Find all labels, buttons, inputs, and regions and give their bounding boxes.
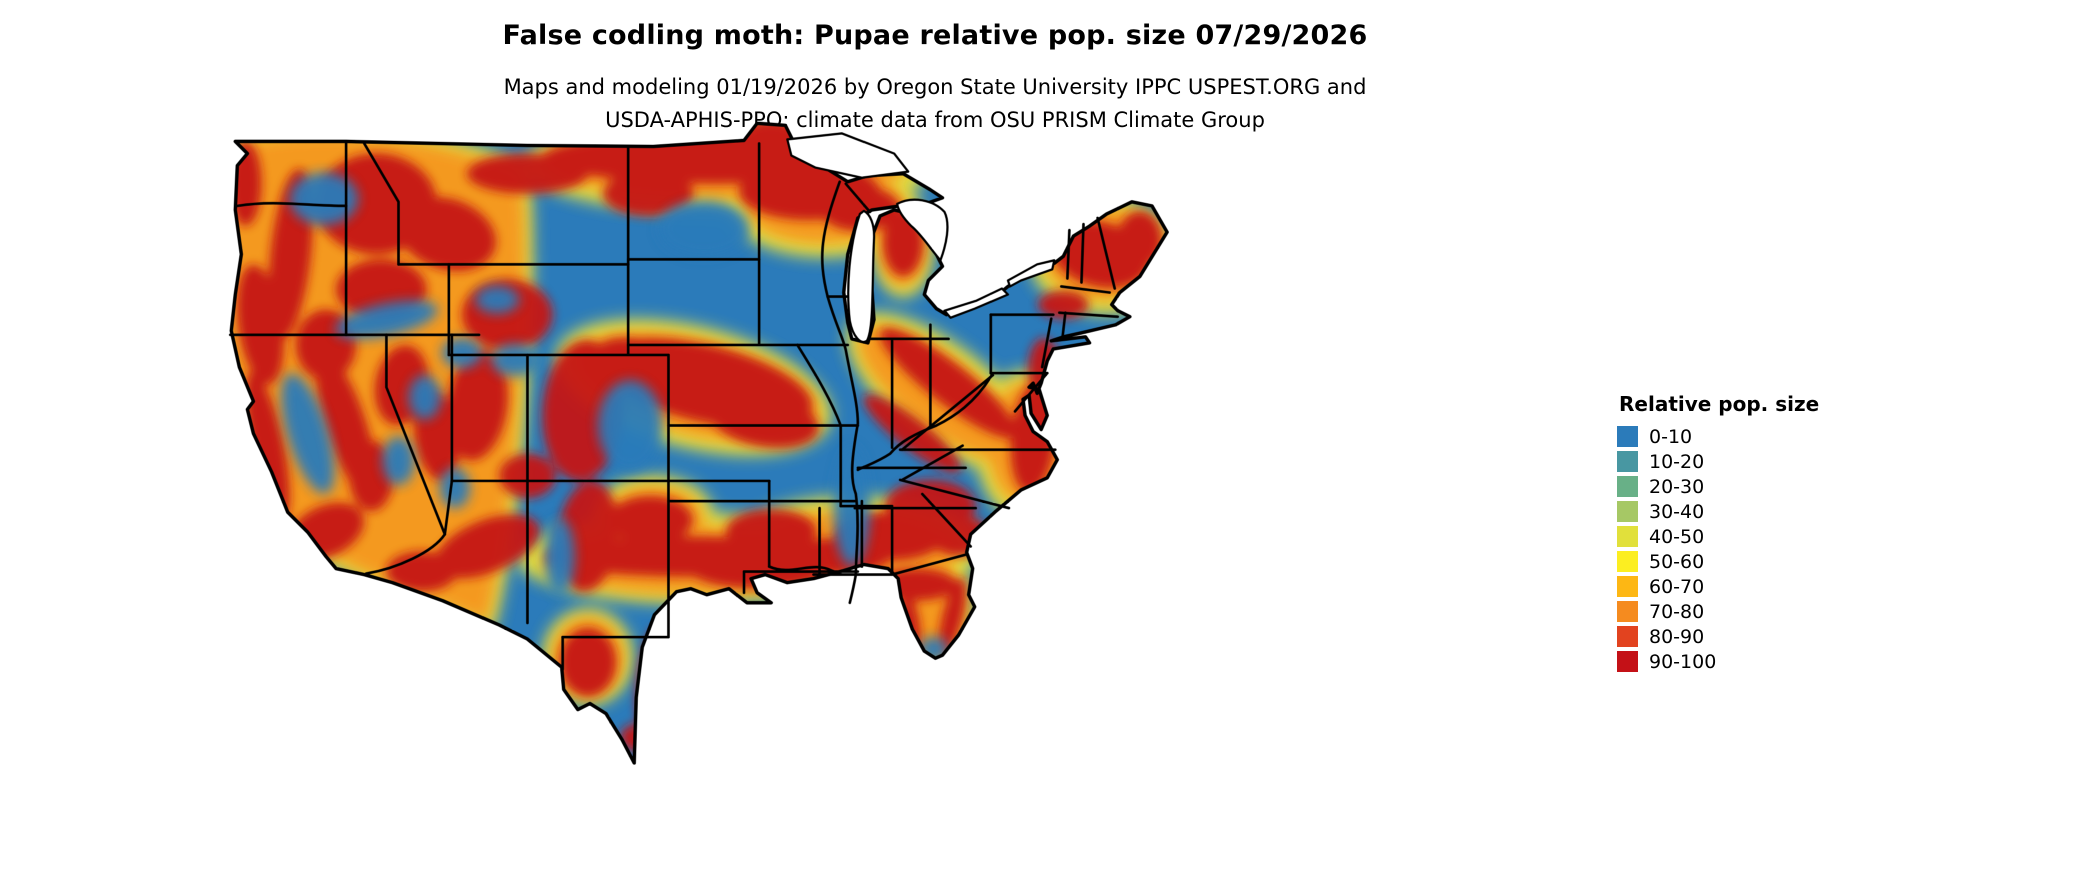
legend-row: 90-100 [1617, 650, 1857, 673]
legend-swatch [1617, 576, 1638, 597]
legend-label: 70-80 [1649, 600, 1705, 623]
map-header: False codling moth: Pupae relative pop. … [0, 20, 1870, 137]
subtitle-line-2: USDA-APHIS-PPQ; climate data from OSU PR… [605, 108, 1265, 132]
legend-swatch [1617, 476, 1638, 497]
state-borders [228, 142, 1120, 671]
legend-row: 60-70 [1617, 575, 1857, 598]
legend-label: 80-90 [1649, 625, 1705, 648]
legend: Relative pop. size 0-10 10-20 20-30 30-40 40… [1617, 392, 1857, 676]
legend-swatch [1617, 451, 1638, 472]
us-heatmap [195, 110, 1565, 882]
legend-label: 20-30 [1649, 475, 1705, 498]
legend-label: 0-10 [1649, 425, 1693, 448]
legend-label: 10-20 [1649, 450, 1705, 473]
legend-row: 20-30 [1617, 475, 1857, 498]
great-lakes [786, 132, 1056, 343]
legend-row: 0-10 [1617, 425, 1857, 448]
lake-ontario [1006, 259, 1056, 288]
legend-label: 60-70 [1649, 575, 1705, 598]
legend-swatch [1617, 501, 1638, 522]
legend-entries: 0-10 10-20 20-30 30-40 40-50 50-60 60-70 70-80 8… [1617, 425, 1857, 673]
lake-superior [786, 132, 910, 179]
legend-label: 40-50 [1649, 525, 1705, 548]
page-title: False codling moth: Pupae relative pop. … [502, 20, 1368, 51]
lake-michigan [847, 209, 876, 343]
legend-swatch [1617, 551, 1638, 572]
legend-row: 70-80 [1617, 600, 1857, 623]
legend-swatch [1617, 426, 1638, 447]
legend-row: 30-40 [1617, 500, 1857, 523]
legend-swatch [1617, 526, 1638, 547]
legend-label: 30-40 [1649, 500, 1705, 523]
legend-label: 90-100 [1649, 650, 1717, 673]
heat-raster [231, 123, 1168, 763]
legend-row: 50-60 [1617, 550, 1857, 573]
legend-swatch [1617, 601, 1638, 622]
us-map-svg [228, 121, 1169, 765]
lake-erie [943, 287, 1010, 319]
legend-row: 80-90 [1617, 625, 1857, 648]
legend-label: 50-60 [1649, 550, 1705, 573]
legend-swatch [1617, 651, 1638, 672]
subtitle-line-1: Maps and modeling 01/19/2026 by Oregon S… [503, 75, 1367, 99]
legend-swatch [1617, 626, 1638, 647]
legend-row: 10-20 [1617, 450, 1857, 473]
lake-huron [896, 198, 949, 262]
legend-title: Relative pop. size [1619, 392, 1820, 416]
legend-row: 40-50 [1617, 525, 1857, 548]
